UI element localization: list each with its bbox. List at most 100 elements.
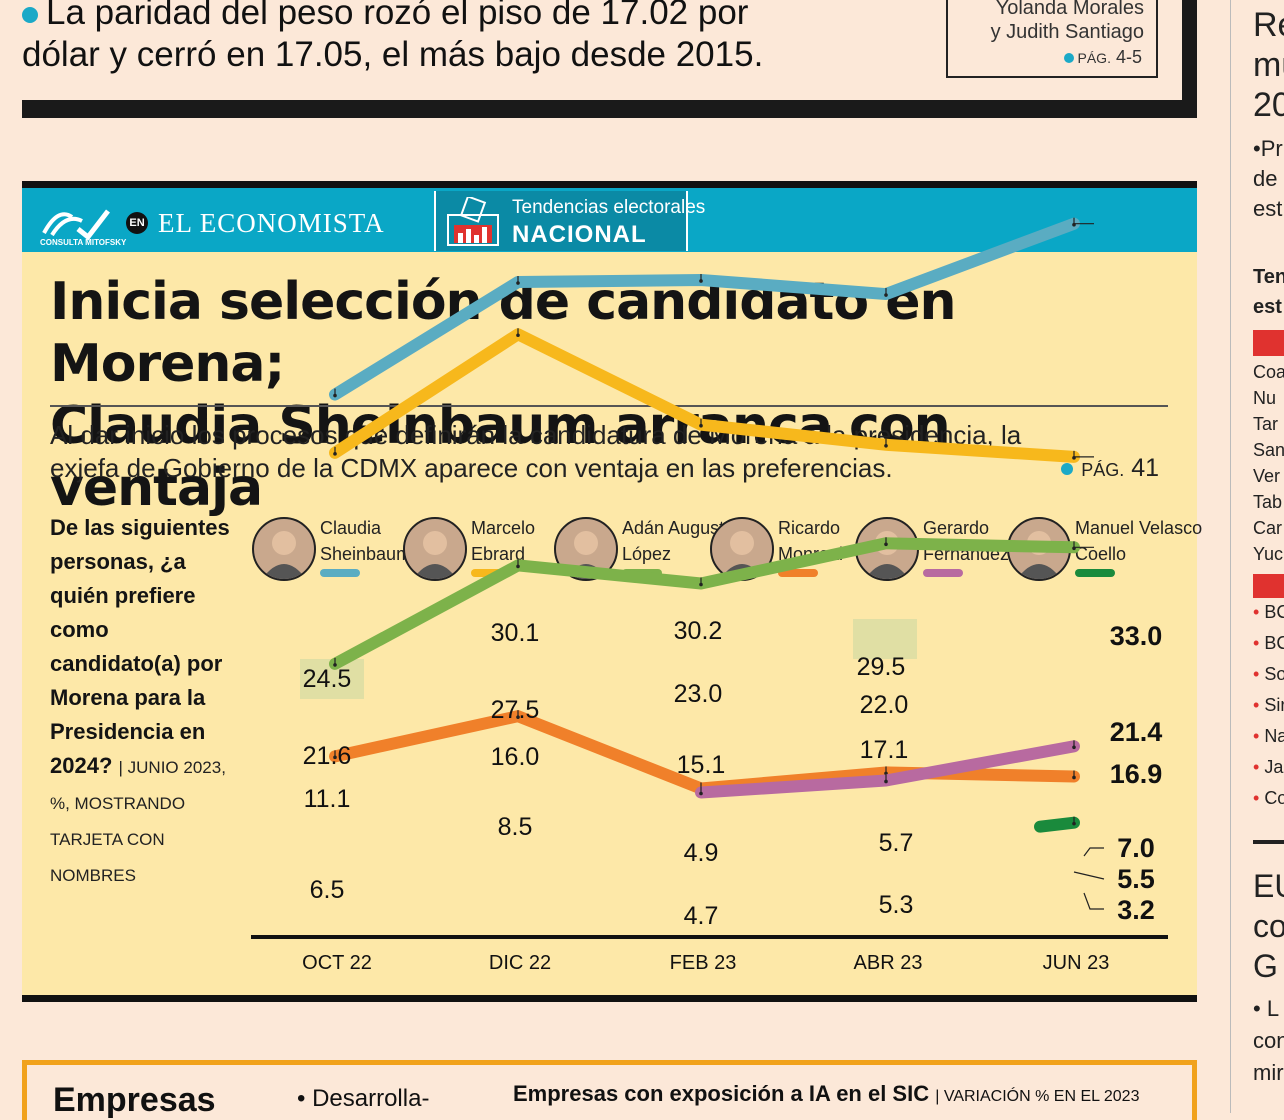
adjacent-text: • So [1253,664,1284,684]
data-label: 24.5 [303,665,352,693]
adjacent-text: Tab [1253,492,1283,512]
data-label: 30.1 [491,619,540,647]
brand: CONSULTA MITOFSKY EN EL ECONOMISTA [38,198,385,248]
data-label: 5.7 [879,829,914,857]
question-note: | JUNIO 2023, %, MOSTRANDO TARJETA CON N… [50,758,226,885]
bottom-bullet: • Desarrolla- [297,1085,430,1112]
adjacent-text: est [1253,196,1283,221]
data-point [699,279,703,283]
data-label: 27.5 [491,696,540,724]
candidate-photo [252,517,316,581]
x-tick-label: DIC 22 [489,952,551,974]
adjacent-text: • BC [1253,633,1284,653]
x-tick-label: JUN 23 [1043,952,1110,974]
data-label: 23.0 [674,680,723,708]
authors-line2: y Judith Santiago [990,21,1144,43]
section-tag: Tendencias electorales NACIONAL [434,191,705,251]
data-point [884,779,888,784]
data-point [516,333,520,338]
series-line [1034,816,1080,833]
data-point [699,582,703,587]
top-headline-line1: La paridad del peso rozó el piso de 17.0… [46,0,749,32]
legend-swatch [1075,569,1115,577]
adjacent-text: • Na [1253,726,1284,746]
data-point [333,393,337,398]
survey-question: De las siguientes personas, ¿a quién pre… [50,511,235,893]
data-label: 4.7 [684,902,719,930]
data-label: 21.4 [1110,717,1163,747]
panel-bottom-rule [22,995,1197,1002]
adjacent-text: co [1253,908,1284,944]
page-dot-icon [1063,53,1074,63]
data-point [1072,775,1076,780]
data-point [333,452,337,456]
authors-box: Yolanda Morales y Judith Santiago PÁG. 4… [946,0,1158,78]
title-rule [50,405,1168,407]
data-label: 29.5 [857,653,906,681]
data-label: 7.0 [1117,833,1155,863]
page-dot-icon [1061,463,1074,476]
data-label: 5.5 [1117,864,1155,894]
legend-swatch [320,569,360,577]
label-connector [1083,847,1104,857]
adjacent-text: EU [1253,868,1284,904]
adjacent-text: • Co [1253,788,1284,808]
data-point [699,791,703,796]
line-chart: 24.5 30.1 30.2 29.5 33.0 21.6 27.5 23.0 22.0 21.4… [251,217,1168,974]
candidate-photo [403,517,467,581]
data-label: 33.0 [1110,621,1163,651]
ballot-box-icon [447,197,499,246]
adjacent-text: con [1253,1028,1284,1053]
series-line [329,537,1080,670]
data-label: 30.2 [674,617,723,645]
bullet-dot-icon [22,6,38,23]
top-vertical-bar [1182,0,1197,118]
brand-en-badge: EN [126,212,148,234]
data-point [516,715,520,719]
data-label: 16.9 [1110,759,1163,789]
bottom-section: Empresas • Desarrolla- Empresas con expo… [22,1060,1197,1120]
data-label: 5.3 [879,891,914,919]
data-point [516,564,520,569]
adjacent-text: 20 [1253,86,1284,124]
label-connector [1083,892,1104,910]
mitofsky-logo-icon [42,209,110,241]
bottom-section-title: Empresas [53,1081,216,1119]
authors-line1: Yolanda Morales [995,0,1144,19]
data-label: 11.1 [304,785,351,813]
adjacent-text: est [1253,296,1282,318]
adjacent-text: Nu [1253,388,1277,408]
data-point [333,755,337,760]
bottom-chart-title: Empresas con exposición a IA en el SIC |… [513,1081,1140,1106]
x-tick-label: FEB 23 [670,952,737,974]
data-point [333,663,337,667]
adjacent-text: Coa [1253,362,1284,382]
legend-swatch [778,569,818,577]
brand-small-label: CONSULTA MITOFSKY [40,238,127,247]
data-point [884,293,888,297]
data-point [516,281,520,285]
column-rule [1253,840,1284,844]
table-header-bar [1253,330,1284,356]
x-tick-label: OCT 22 [302,952,372,974]
adjacent-text: de [1253,166,1278,191]
adjacent-text: Ten [1253,266,1284,288]
adjacent-text: mir [1253,1060,1284,1085]
label-highlight [853,619,917,659]
data-label: 4.9 [684,839,719,867]
data-label: 17.1 [860,736,909,764]
data-point [884,444,888,448]
section-name: NACIONAL [512,221,647,248]
adjacent-column: Remu20 •Pr de est Ten est Coa Nu Tar San Ver Tab Car… [1226,0,1284,1113]
dek-page-reference[interactable]: PÁG. 41 [1061,454,1159,483]
data-point [884,542,888,547]
legend-name: Manuel Velasco Coello [1075,518,1203,564]
legend-name: Claudia Sheinbaum [320,518,412,564]
question-text: De las siguientes personas, ¿a quién pre… [50,515,230,778]
legend-swatch [923,569,963,577]
data-label: 22.0 [860,691,909,719]
adjacent-text: • BC [1253,602,1284,622]
brand-name: EL ECONOMISTA [158,207,385,238]
page-reference[interactable]: PÁG. 4-5 [1063,47,1142,68]
adjacent-text: •Pr [1253,136,1283,161]
